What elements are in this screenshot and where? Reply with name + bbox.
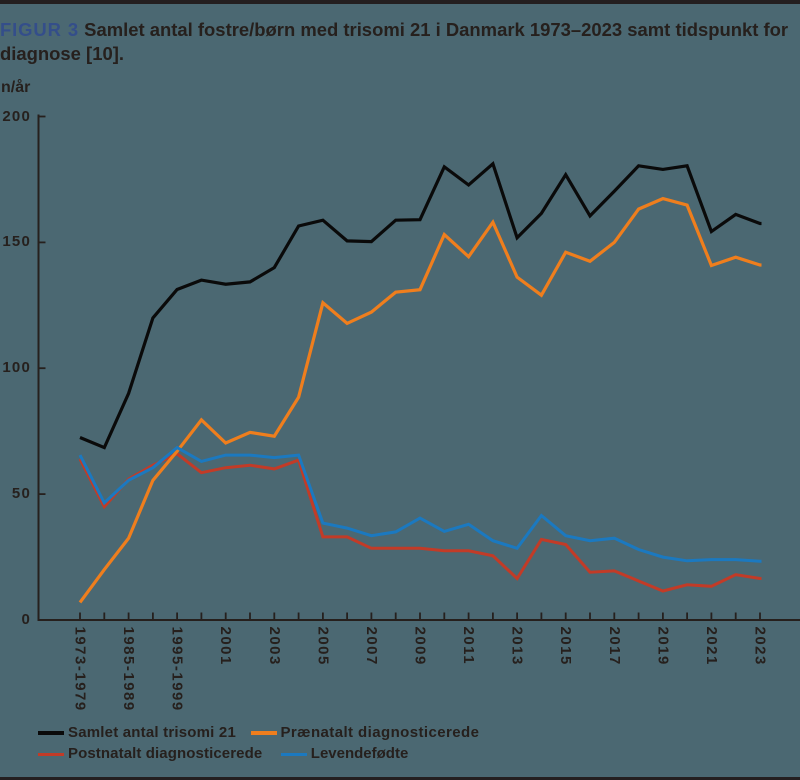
svg-text:2023: 2023	[752, 627, 769, 666]
svg-text:1985-1989: 1985-1989	[120, 627, 137, 712]
svg-text:2017: 2017	[606, 627, 623, 666]
svg-text:2021: 2021	[703, 627, 720, 666]
svg-text:2019: 2019	[654, 627, 671, 666]
svg-text:2011: 2011	[460, 627, 477, 666]
svg-text:2003: 2003	[266, 627, 283, 666]
svg-text:2001: 2001	[217, 627, 234, 666]
svg-text:2007: 2007	[363, 627, 380, 666]
svg-text:2015: 2015	[557, 627, 574, 666]
svg-text:2009: 2009	[412, 627, 429, 666]
svg-text:2013: 2013	[509, 627, 526, 666]
svg-text:1995-1999: 1995-1999	[169, 627, 186, 712]
svg-text:2005: 2005	[314, 627, 331, 666]
svg-text:1973-1979: 1973-1979	[72, 627, 89, 712]
